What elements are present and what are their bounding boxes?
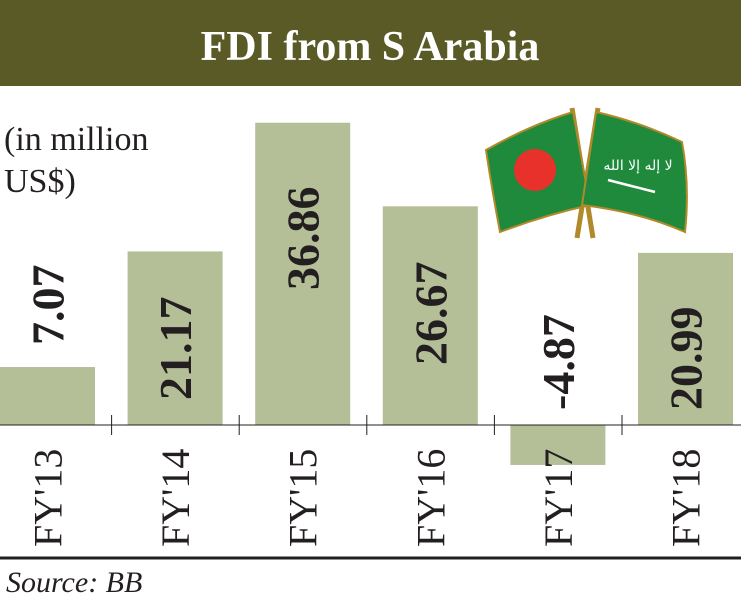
chart-title: FDI from S Arabia [201, 24, 540, 70]
bar-FY'14 [127, 251, 223, 425]
category-label: FY'17 [536, 449, 581, 547]
bar-FY'17 [510, 425, 606, 465]
bar-FY'15 [255, 122, 351, 426]
bar-FY'18 [638, 252, 733, 425]
value-label: -4.87 [533, 314, 584, 410]
value-label: 36.86 [278, 187, 329, 291]
unit-label-line2: US$) [4, 163, 76, 200]
value-label: 21.17 [150, 297, 201, 401]
category-label: FY'16 [408, 449, 453, 547]
title-banner [0, 0, 741, 86]
value-label: 26.67 [405, 262, 456, 366]
category-label: FY'14 [153, 449, 198, 547]
svg-text:لا إله إلا الله: لا إله إلا الله [603, 158, 672, 174]
bar-FY'16 [382, 206, 478, 425]
category-label: FY'13 [26, 449, 71, 547]
unit-label-line1: (in million [4, 121, 149, 158]
value-label: 7.07 [23, 265, 74, 346]
source-note: Source: BB [6, 566, 142, 599]
category-label: FY'15 [281, 449, 326, 547]
value-label: 20.99 [661, 307, 712, 411]
bar-FY'13 [0, 367, 95, 425]
flags-icon: لا إله إلا الله [484, 107, 688, 239]
category-label: FY'18 [664, 449, 709, 547]
